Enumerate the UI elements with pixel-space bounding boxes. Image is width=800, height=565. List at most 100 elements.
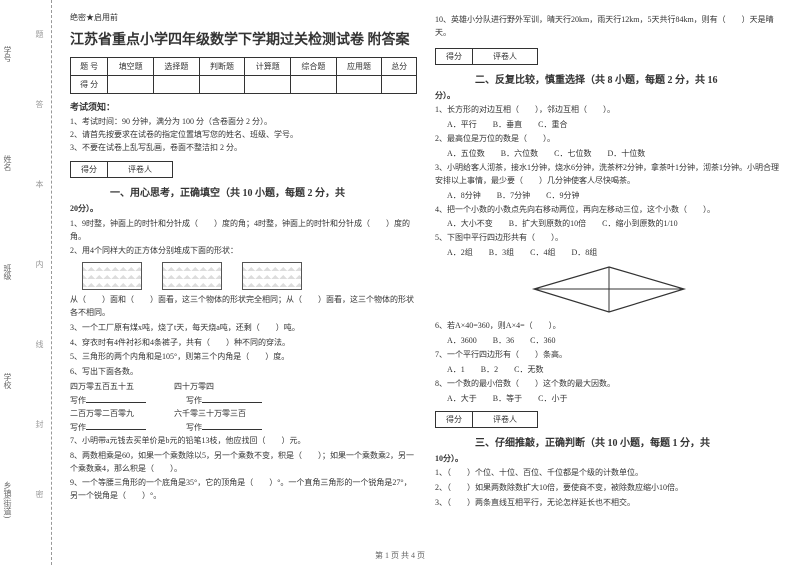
section-2-title-cont: 分）。 <box>435 90 782 103</box>
s2q5: 5、下图中平行四边形共有（ ）。 <box>435 232 782 245</box>
s2q7: 7、一个平行四边形有（ ）条高。 <box>435 349 782 362</box>
s2q1-opts: A．平行 B．垂直 C．重合 <box>435 119 782 131</box>
s2q5-opts: A．2组 B．3组 C．4组 D．8组 <box>435 247 782 259</box>
q4: 4、穿衣时有4件衬衫和4条裤子，共有（ ）种不同的穿法。 <box>70 337 417 350</box>
left-column: 绝密★启用前 江苏省重点小学四年级数学下学期过关检测试卷 附答案 题 号 填空题… <box>70 12 417 553</box>
s2q6: 6、若A×40=360，则A×4=（ ）。 <box>435 320 782 333</box>
blank <box>86 421 146 430</box>
notice-item: 3、不要在试卷上乱写乱画，卷面不整洁扣 2 分。 <box>70 142 417 154</box>
scorer-box: 得分 评卷人 <box>70 161 173 178</box>
td <box>336 76 382 94</box>
q6b: 写作 <box>70 396 86 405</box>
binding-label: 班级 <box>2 264 13 280</box>
s2q2-opts: A．五位数 B．六位数 C．七位数 D．十位数 <box>435 148 782 160</box>
s2q4-opts: A．大小不变 B．扩大到原数的10倍 C．缩小到原数的1/10 <box>435 218 782 230</box>
section-1-title: 一、用心思考，正确填空（共 10 小题，每题 2 分，共 <box>70 184 417 199</box>
q6a1: 四万零五百五十五 <box>70 381 134 392</box>
blank <box>202 394 262 403</box>
seal-char: 线 <box>34 340 45 356</box>
td <box>382 76 417 94</box>
scorer-c1: 得分 <box>436 412 473 427</box>
binding-label: 学校 <box>2 373 13 389</box>
scorer-c2: 评卷人 <box>108 162 172 177</box>
q6c2: 六千零三十万零三百 <box>174 408 246 419</box>
q6: 6、写出下面各数。 <box>70 366 417 379</box>
notice-item: 2、请首先按要求在试卷的指定位置填写您的姓名、班级、学号。 <box>70 129 417 141</box>
th: 总分 <box>382 58 417 76</box>
binding-label: 乡镇(街道) <box>2 481 13 518</box>
q6c1: 二百万零二百零九 <box>70 408 134 419</box>
page-footer: 第 1 页 共 4 页 <box>0 550 800 561</box>
td <box>245 76 291 94</box>
scorer-box: 得分 评卷人 <box>435 48 538 65</box>
cube-shape <box>82 262 142 290</box>
q7: 7、小明带a元钱去买单价是b元的铅笔13枝，他应找回（ ）元。 <box>70 435 417 448</box>
q10: 10、英雄小分队进行野外军训，晴天行20km，雨天行12km，5天共行84km，… <box>435 14 782 40</box>
cube-shape <box>162 262 222 290</box>
cube-shape <box>242 262 302 290</box>
td <box>154 76 200 94</box>
binding-label: 学号 <box>2 46 13 62</box>
score-table: 题 号 填空题 选择题 判断题 计算题 综合题 应用题 总分 得 分 <box>70 57 417 94</box>
s3q1: 1、（ ）个位、十位、百位、千位都是个级的计数单位。 <box>435 467 782 480</box>
scorer-box: 得分 评卷人 <box>435 411 538 428</box>
th: 题 号 <box>71 58 108 76</box>
q2: 2、用4个同样大的正方体分别堆成下面的形状： <box>70 245 417 258</box>
seal-char: 本 <box>34 180 45 196</box>
scorer-c2: 评卷人 <box>473 412 537 427</box>
s2q7-opts: A．1 B．2 C．无数 <box>435 364 782 376</box>
seal-char: 密 <box>34 490 45 506</box>
notice-item: 1、考试时间：90 分钟，满分为 100 分（含卷面分 2 分）。 <box>70 116 417 128</box>
s3q2: 2、（ ）如果两数除数扩大10倍，要使商不变，被除数应缩小10倍。 <box>435 482 782 495</box>
th: 填空题 <box>108 58 154 76</box>
notice-heading: 考试须知： <box>70 100 417 113</box>
th: 综合题 <box>291 58 337 76</box>
s3q3: 3、（ ）两条直线互相平行，无论怎样延长也不相交。 <box>435 497 782 510</box>
s2q6-opts: A．3600 B．36 C．360 <box>435 335 782 347</box>
s2q1: 1、长方形的对边互相（ ），邻边互相（ ）。 <box>435 104 782 117</box>
binding-label: 姓名 <box>2 155 13 171</box>
th: 应用题 <box>336 58 382 76</box>
q6b: 写作 <box>70 423 86 432</box>
scorer-c2: 评卷人 <box>473 49 537 64</box>
td: 得 分 <box>71 76 108 94</box>
cube-figures <box>82 262 417 290</box>
q6b: 写作 <box>186 423 202 432</box>
th: 判断题 <box>199 58 245 76</box>
td <box>108 76 154 94</box>
s2q4: 4、把一个小数的小数点先向右移动两位，再向左移动三位，这个小数（ ）。 <box>435 204 782 217</box>
s2q3: 3、小明给客人沏茶，接水1分钟，烧水6分钟，洗茶杯2分钟，拿茶叶1分钟，沏茶1分… <box>435 162 782 188</box>
q8: 8、两数相乘是60，如果一个乘数除以5，另一个乘数不变，积是（ ）；如果一个乘数… <box>70 450 417 476</box>
q6a2: 四十万零四 <box>174 381 214 392</box>
secret-label: 绝密★启用前 <box>70 12 417 23</box>
q2-after: 从（ ）面和（ ）面看，这三个物体的形状完全相同；从（ ）面看，这三个物体的形状… <box>70 294 417 320</box>
s2q8: 8、一个数的最小倍数（ ）这个数的最大因数。 <box>435 378 782 391</box>
blank <box>202 421 262 430</box>
s2q8-opts: A．大于 B．等于 C．小于 <box>435 393 782 405</box>
scorer-c1: 得分 <box>71 162 108 177</box>
q1: 1、9时整，钟面上的时针和分针成（ ）度的角；4时整，钟面上的时针和分针成（ ）… <box>70 218 417 244</box>
q3: 3、一个工厂原有煤x吨，烧了t天，每天烧a吨，还剩（ ）吨。 <box>70 322 417 335</box>
seal-char: 内 <box>34 260 45 276</box>
th: 计算题 <box>245 58 291 76</box>
right-column: 10、英雄小分队进行野外军训，晴天行20km，雨天行12km，5天共行84km，… <box>435 12 782 553</box>
blank <box>86 394 146 403</box>
q5: 5、三角形的两个内角和是105°，则第三个内角是（ ）度。 <box>70 351 417 364</box>
rhombus-figure <box>529 262 689 317</box>
section-3-title-cont: 10分）。 <box>435 453 782 466</box>
scorer-c1: 得分 <box>436 49 473 64</box>
th: 选择题 <box>154 58 200 76</box>
q9: 9、一个等腰三角形的一个底角是35°，它的顶角是（ ）°。一个直角三角形的一个锐… <box>70 477 417 503</box>
section-3-title: 三、仔细推敲，正确判断（共 10 小题，每题 1 分，共 <box>435 434 782 449</box>
section-2-title: 二、反复比较，慎重选择（共 8 小题，每题 2 分，共 16 <box>435 71 782 86</box>
notice: 考试须知： 1、考试时间：90 分钟，满分为 100 分（含卷面分 2 分）。 … <box>70 100 417 154</box>
s2q3-opts: A．8分钟 B．7分钟 C．9分钟 <box>435 190 782 202</box>
section-1-title-cont: 20分）。 <box>70 203 417 216</box>
q6b: 写作 <box>186 396 202 405</box>
seal-char: 答 <box>34 100 45 116</box>
s2q2: 2、最高位是万位的数是（ ）。 <box>435 133 782 146</box>
td <box>291 76 337 94</box>
seal-char: 题 <box>34 30 45 46</box>
exam-title: 江苏省重点小学四年级数学下学期过关检测试卷 附答案 <box>70 29 417 49</box>
seal-char: 封 <box>34 420 45 436</box>
